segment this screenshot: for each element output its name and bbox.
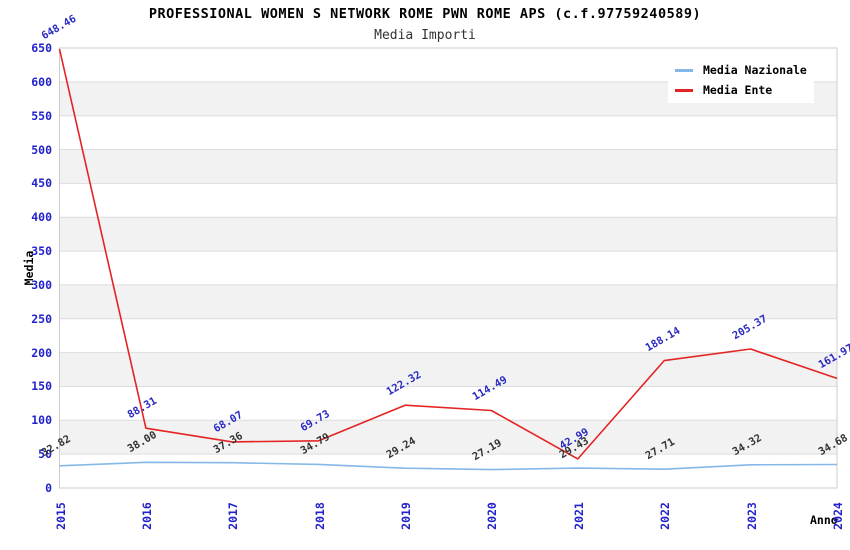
plot-band — [59, 217, 837, 252]
plot-band — [59, 149, 837, 184]
y-tick-label: 550 — [31, 108, 52, 123]
x-tick-label: 2021 — [571, 502, 586, 530]
y-tick-label: 450 — [31, 176, 52, 191]
legend-label-media-ente: Media Ente — [703, 83, 773, 97]
legend-label-media-nazionale: Media Nazionale — [703, 63, 807, 77]
x-tick-label: 2015 — [53, 502, 68, 530]
y-tick-label: 600 — [31, 74, 52, 89]
x-tick-label: 2019 — [399, 502, 414, 530]
y-tick-label: 350 — [31, 244, 52, 259]
legend-item-media-nazionale: Media Nazionale — [668, 60, 814, 80]
x-tick-label: 2024 — [831, 502, 845, 530]
x-tick-label: 2020 — [485, 502, 500, 530]
x-tick-label: 2018 — [312, 502, 327, 530]
y-tick-label: 300 — [31, 277, 52, 292]
chart-title: PROFESSIONAL WOMEN S NETWORK ROME PWN RO… — [148, 6, 702, 22]
legend-swatch-media-nazionale — [675, 68, 693, 72]
x-tick-label: 2017 — [226, 502, 241, 530]
plot-band — [59, 420, 837, 455]
plot-band — [59, 352, 837, 387]
legend-item-media-ente: Media Ente — [668, 80, 814, 100]
plot-band — [59, 284, 837, 319]
y-tick-label: 250 — [31, 311, 52, 326]
y-tick-label: 400 — [31, 210, 52, 225]
y-tick-label: 0 — [45, 481, 52, 495]
plot-border — [59, 47, 838, 489]
series-line-media-ente — [58, 48, 838, 460]
x-axis-title: Anno — [810, 513, 838, 527]
x-tick-label: 2022 — [658, 502, 673, 530]
x-tick-label: 2016 — [139, 502, 154, 530]
legend-swatch-media-ente — [675, 88, 693, 92]
x-tick-label: 2023 — [744, 502, 759, 530]
y-tick-label: 500 — [31, 142, 52, 157]
series-line-media-nazionale — [59, 461, 838, 471]
y-tick-label: 650 — [31, 41, 52, 55]
chart-subtitle: Media Importi — [374, 28, 476, 43]
y-tick-label: 200 — [31, 345, 52, 360]
y-tick-label: 100 — [31, 413, 52, 428]
legend: Media Nazionale Media Ente — [668, 57, 814, 103]
y-tick-label: 150 — [31, 379, 52, 394]
y-tick-label: 50 — [38, 447, 52, 462]
